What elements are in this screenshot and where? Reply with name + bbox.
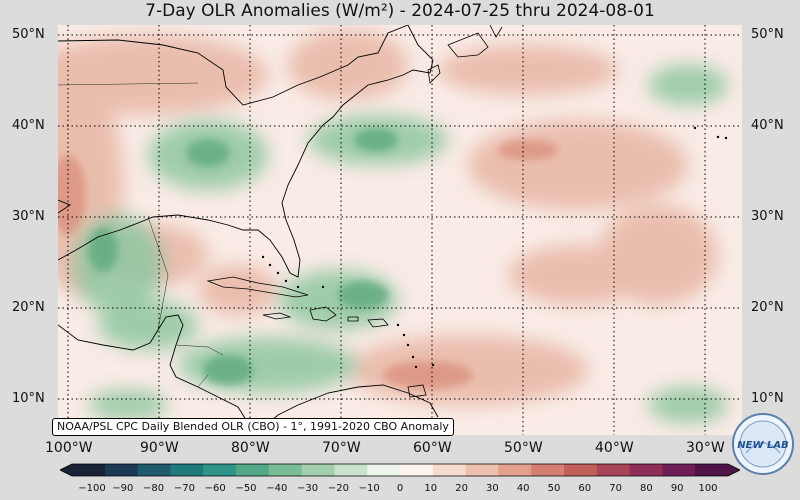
colorbar	[60, 463, 740, 477]
lon-label-30w: 30°W	[686, 440, 725, 456]
lab-logo-icon: NEW LAB	[732, 413, 794, 475]
colorbar-segment	[564, 464, 598, 476]
lat-label-20-left: 20°N	[12, 300, 45, 315]
colorbar-tick-label: −40	[266, 483, 288, 494]
colorbar-segment	[695, 464, 729, 476]
colorbar-tick-label: −50	[235, 483, 257, 494]
colorbar-tick-label: 60	[578, 483, 592, 494]
colorbar-segment	[596, 464, 631, 476]
lon-label-70w: 70°W	[322, 440, 361, 456]
strong-positive-anomalies	[58, 140, 558, 389]
colorbar-extend-low	[60, 464, 72, 476]
colorbar-tick-label: 20	[455, 483, 468, 494]
coastlines	[58, 25, 439, 435]
anomaly-map	[58, 25, 742, 435]
colorbar-tick-label: −80	[143, 483, 165, 494]
lat-label-50-left: 50°N	[12, 27, 45, 42]
colorbar-tick-label: 70	[609, 483, 622, 494]
lon-label-50w: 50°W	[504, 440, 543, 456]
svg-text:NEW LAB: NEW LAB	[737, 440, 788, 451]
colorbar-segment	[367, 464, 401, 476]
lat-label-50-right: 50°N	[751, 27, 784, 42]
colorbar-tick-label: −20	[327, 483, 349, 494]
colorbar-segment	[400, 464, 434, 476]
lat-label-30-left: 30°N	[12, 209, 45, 224]
colorbar-segment	[137, 464, 171, 476]
colorbar-tick-label: 40	[516, 483, 530, 494]
colorbar-segment	[498, 464, 532, 476]
colorbar-tick-label: 50	[547, 483, 561, 494]
colorbar-tick-label: 0	[396, 483, 404, 494]
lon-label-80w: 80°W	[231, 440, 270, 456]
lat-label-10-left: 10°N	[12, 391, 45, 406]
colorbar-segment	[432, 464, 467, 476]
lat-label-40-right: 40°N	[751, 118, 784, 133]
lat-label-10-right: 10°N	[751, 391, 784, 406]
state-borders	[58, 82, 224, 388]
colorbar-tick-label: −30	[297, 483, 319, 494]
colorbar-tick-label: 80	[640, 483, 653, 494]
colorbar-segment	[662, 464, 696, 476]
colorbar-tick-label: 100	[698, 483, 718, 494]
data-credit-label: NOAA/PSL CPC Daily Blended OLR (CBO) - 1…	[52, 418, 454, 436]
colorbar-segment	[236, 464, 270, 476]
colorbar-segment	[301, 464, 335, 476]
colorbar-tick-label: −70	[173, 483, 195, 494]
lat-label-20-right: 20°N	[751, 300, 784, 315]
colorbar-tick-label: −10	[358, 483, 380, 494]
colorbar-tick-label: −90	[112, 483, 134, 494]
lat-label-40-left: 40°N	[12, 118, 45, 133]
colorbar-segment	[104, 464, 139, 476]
graticule	[58, 25, 742, 435]
lon-label-100w: 100°W	[45, 440, 93, 456]
strong-negative-anomalies	[88, 128, 398, 385]
lon-label-90w: 90°W	[140, 440, 179, 456]
colorbar-tick-label: 90	[670, 483, 684, 494]
colorbar-extend-high	[728, 464, 740, 476]
colorbar-segment	[531, 464, 565, 476]
colorbar-segment	[629, 464, 663, 476]
small-islands	[261, 126, 728, 369]
lat-label-30-right: 30°N	[751, 209, 784, 224]
colorbar-segment	[203, 464, 237, 476]
colorbar-segment	[465, 464, 499, 476]
colorbar-segment	[268, 464, 303, 476]
colorbar-segment	[72, 464, 106, 476]
colorbar-tick-label: 10	[424, 483, 438, 494]
lon-label-40w: 40°W	[595, 440, 634, 456]
lon-label-60w: 60°W	[413, 440, 452, 456]
colorbar-tick-label: 30	[486, 483, 499, 494]
colorbar-segment	[170, 464, 204, 476]
map-title: 7-Day OLR Anomalies (W/m²) - 2024-07-25 …	[145, 1, 655, 21]
colorbar-tick-label: −100	[78, 483, 106, 494]
colorbar-tick-label: −60	[204, 483, 226, 494]
colorbar-segment	[334, 464, 368, 476]
